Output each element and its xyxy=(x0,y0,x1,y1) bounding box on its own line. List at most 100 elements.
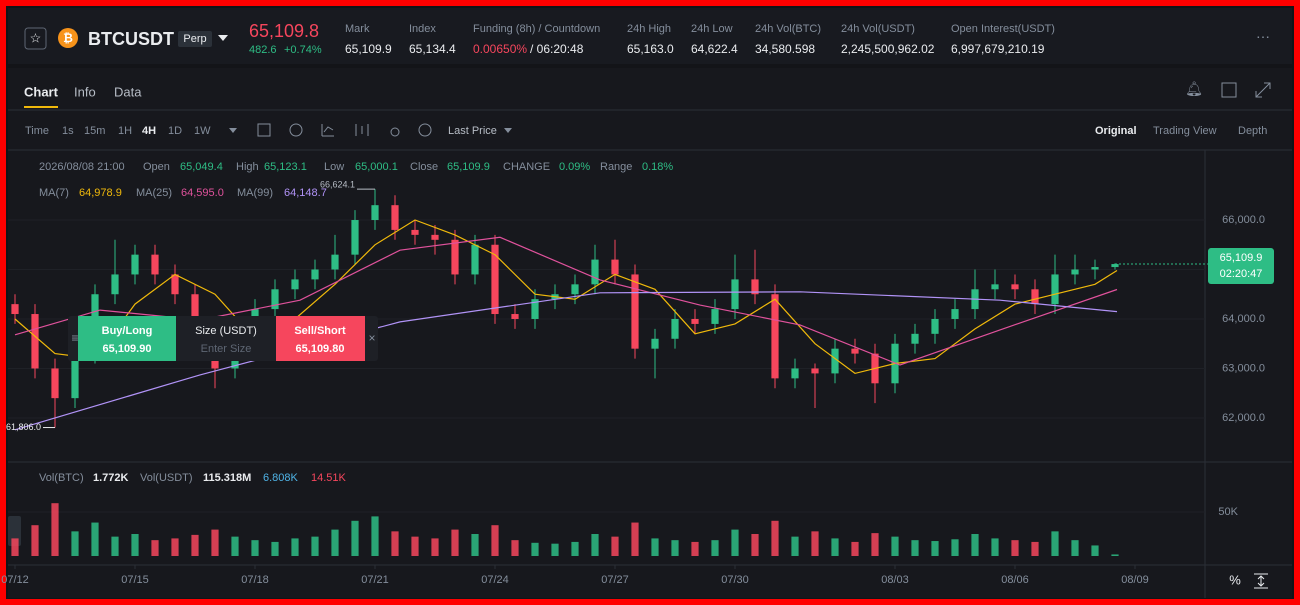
candle-body xyxy=(271,289,279,310)
contract-badge xyxy=(178,31,212,47)
x-tick-label: 08/09 xyxy=(1121,574,1149,586)
interval[interactable]: Time xyxy=(25,125,49,137)
volume-bar xyxy=(391,531,399,556)
volume-bar xyxy=(1111,554,1119,556)
candle-body xyxy=(851,348,859,354)
candle-body xyxy=(291,279,299,290)
view-option[interactable]: Trading View xyxy=(1153,125,1217,137)
stat-label: 24h High xyxy=(627,23,671,35)
toolbar-icon[interactable] xyxy=(289,123,303,137)
stat-label: Mark xyxy=(345,23,370,35)
candle-body xyxy=(671,318,679,339)
candle-body xyxy=(351,220,359,255)
ma-value: 64,595.0 xyxy=(181,187,224,199)
price-type-dropdown[interactable] xyxy=(504,128,512,133)
volume-bar xyxy=(691,541,699,556)
y-tick-label: 66,000.0 xyxy=(1222,214,1265,226)
scale-toggle[interactable] xyxy=(1254,573,1268,589)
ma-label: MA(25) xyxy=(136,187,172,199)
alert-icon[interactable]: 🔔︎ xyxy=(1185,81,1203,97)
candle-body xyxy=(331,254,339,270)
symbol-dropdown[interactable] xyxy=(218,35,228,41)
candle-body xyxy=(31,314,39,369)
ma-value: 64,148.7 xyxy=(284,187,327,199)
candle-body xyxy=(1051,274,1059,305)
star-icon: ☆ xyxy=(30,30,42,45)
high-label: 66,624.1 xyxy=(320,180,355,190)
toolbar-icon[interactable] xyxy=(355,124,369,136)
interval[interactable]: 15m xyxy=(84,125,105,137)
volume-bar xyxy=(791,536,799,556)
low-label: 61,806.0 xyxy=(6,422,41,432)
volume-bar xyxy=(1051,531,1059,556)
candle-body xyxy=(1071,269,1079,275)
candle-body xyxy=(371,205,379,221)
volume-bar xyxy=(991,538,999,556)
candle-body xyxy=(311,269,319,280)
price-type[interactable]: Last Price xyxy=(448,125,497,137)
stat-value: 2,245,500,962.02 xyxy=(841,42,935,56)
volume-bar xyxy=(51,503,59,556)
volume-bar xyxy=(91,522,99,556)
interval-dropdown[interactable] xyxy=(229,128,237,133)
stat-label: 24h Low xyxy=(691,23,733,35)
legend-label: Open xyxy=(143,161,170,173)
volume-bar xyxy=(651,538,659,556)
sell-price[interactable]: 65,109.80 xyxy=(296,343,345,355)
tab[interactable]: Data xyxy=(114,84,142,99)
percent-toggle[interactable]: % xyxy=(1229,572,1241,587)
change-pct: +0.74% xyxy=(284,44,322,56)
candle-body xyxy=(191,294,199,329)
fullscreen-icon[interactable] xyxy=(1255,82,1271,98)
tab[interactable]: Chart xyxy=(24,84,59,99)
view-option[interactable]: Original xyxy=(1095,125,1137,137)
buy-price[interactable]: 65,109.90 xyxy=(103,343,152,355)
size-input[interactable]: Enter Size xyxy=(201,343,252,355)
candle-body xyxy=(51,368,59,399)
volume-bar xyxy=(411,536,419,556)
interval[interactable]: 1s xyxy=(62,125,74,137)
candle-body xyxy=(571,284,579,295)
sell-label[interactable]: Sell/Short xyxy=(294,325,346,337)
interval[interactable]: 4H xyxy=(142,125,156,137)
y-tick-label: 64,000.0 xyxy=(1222,313,1265,325)
buy-button[interactable] xyxy=(78,316,176,361)
candle-body xyxy=(131,254,139,275)
candle-body xyxy=(751,279,759,295)
toolbar-icon[interactable] xyxy=(390,127,400,137)
volume-bar xyxy=(291,538,299,556)
symbol[interactable]: BTCUSDT xyxy=(88,29,174,49)
toolbar-icon[interactable] xyxy=(418,123,432,137)
x-tick-label: 07/24 xyxy=(481,574,509,586)
legend-label: CHANGE xyxy=(503,161,550,173)
buy-label[interactable]: Buy/Long xyxy=(102,325,153,337)
layout-icon[interactable] xyxy=(1221,82,1237,98)
legend-value: 65,109.9 xyxy=(447,161,490,173)
volume-bar xyxy=(771,520,779,556)
toolbar-icon[interactable] xyxy=(321,124,334,137)
interval[interactable]: 1D xyxy=(168,125,182,137)
close-widget[interactable]: × xyxy=(368,331,375,345)
drag-handle[interactable]: ≡ xyxy=(71,331,78,345)
interval[interactable]: 1H xyxy=(118,125,132,137)
volume-bar xyxy=(271,541,279,556)
volume-bar xyxy=(111,536,119,556)
more-menu[interactable]: ⋯ xyxy=(1256,29,1270,45)
stat-value: 65,163.0 xyxy=(627,42,674,56)
tab[interactable]: Info xyxy=(74,84,96,99)
candle-body xyxy=(831,348,839,374)
sell-button[interactable] xyxy=(276,316,365,361)
interval[interactable]: 1W xyxy=(194,125,211,137)
volume-value: 115.318M xyxy=(203,472,251,484)
volume-bar xyxy=(811,531,819,556)
favorite-button[interactable] xyxy=(24,27,47,50)
candle-body xyxy=(1031,289,1039,305)
stat-label: Index xyxy=(409,23,436,35)
toolbar-icon[interactable] xyxy=(257,123,271,137)
volume-bar xyxy=(71,531,79,556)
view-option[interactable]: Depth xyxy=(1238,125,1267,137)
candle-body xyxy=(611,259,619,275)
volume-bar xyxy=(1091,545,1099,556)
